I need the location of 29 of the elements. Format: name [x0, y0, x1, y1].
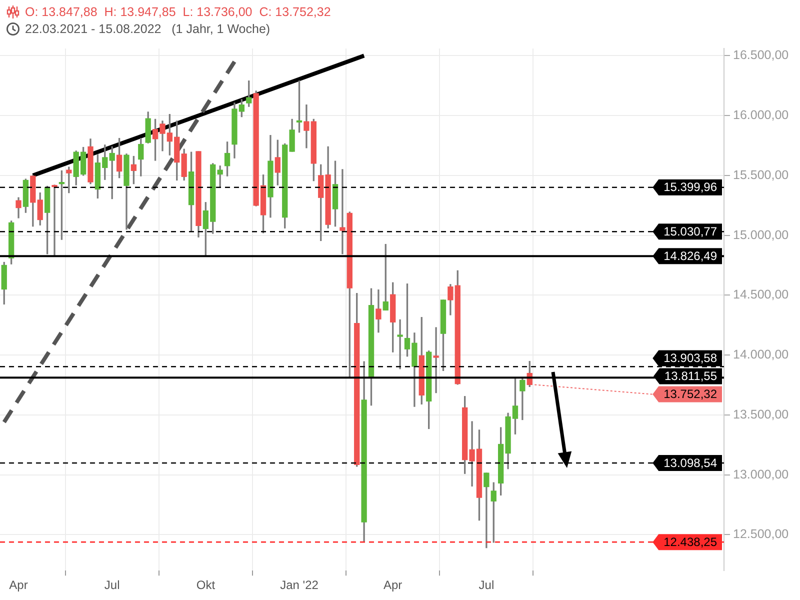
- y-tick-label: 14.500,00: [733, 288, 789, 302]
- y-tick-label: 15.000,00: [733, 228, 789, 242]
- chart-subtitle: 22.03.2021 - 15.08.2022 (1 Jahr, 1 Woche): [25, 22, 270, 36]
- x-tick-label: Jan '22: [280, 578, 319, 592]
- y-tick-label: 16.000,00: [733, 108, 789, 122]
- x-tick-label: Jul: [104, 578, 120, 592]
- x-tick-label: Apr: [384, 578, 402, 592]
- candlestick: [433, 327, 439, 394]
- y-tick-label: 13.500,00: [733, 407, 789, 422]
- y-tick-label: 13.000,00: [733, 467, 789, 482]
- ref-line-label: 13.098,54: [664, 456, 718, 470]
- chart-title: O: 13.847,88 H: 13.947,85 L: 13.736,00 C: 13.752,32: [25, 4, 331, 18]
- ref-line-label: 14.826,49: [664, 248, 718, 263]
- y-tick-label: 12.500,00: [733, 527, 789, 542]
- x-tick-label: Okt: [196, 578, 216, 592]
- ref-line-label: 15.030,77: [664, 224, 718, 238]
- ref-line-label: 15.399,96: [664, 180, 718, 194]
- y-tick-label: 14.000,00: [733, 348, 789, 362]
- y-tick-label: 15.500,00: [733, 168, 789, 182]
- x-tick-label: Apr: [9, 578, 28, 592]
- ref-line-label: 13.811,55: [664, 369, 718, 384]
- y-tick-label: 16.500,00: [733, 48, 789, 62]
- ref-line-label: 12.438,25: [664, 534, 718, 549]
- candlestick: [397, 319, 403, 370]
- x-tick-label: Jul: [478, 578, 494, 592]
- annotation: 13.752,32: [664, 387, 718, 402]
- ref-line-label: 13.903,58: [664, 351, 718, 366]
- candlestick: [52, 184, 58, 256]
- candlestick: [484, 472, 490, 548]
